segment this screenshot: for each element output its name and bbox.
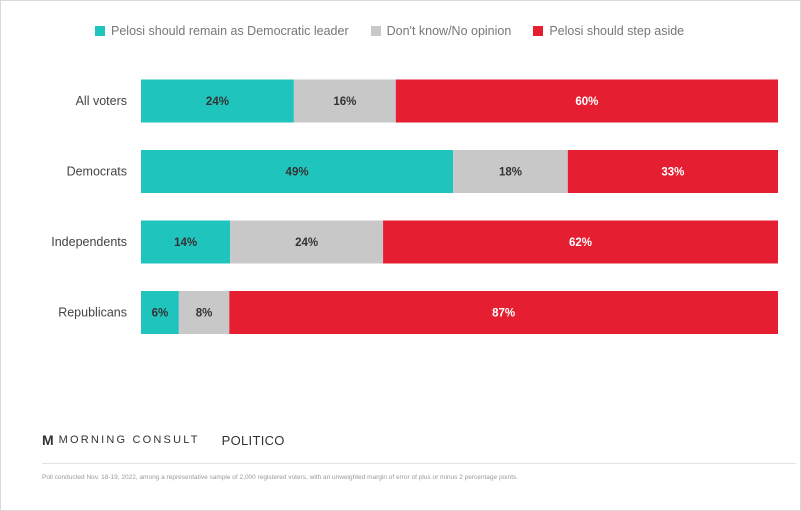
bar-value-label-independents-series-2: 62% [569, 237, 592, 249]
bar-value-label-republicans-series-1: 8% [196, 308, 213, 320]
bar-independents-series-2 [383, 220, 778, 264]
footer-divider [42, 463, 796, 464]
legend-swatch-no-opinion [370, 26, 381, 36]
bar-value-label-republicans-series-0: 6% [152, 308, 169, 320]
legend-item-no-opinion: Don't know/No opinion [370, 24, 512, 38]
legend-item-step-aside: Pelosi should step aside [533, 24, 684, 38]
legend-item-remain: Pelosi should remain as Democratic leade… [95, 24, 349, 38]
bar-independents-series-0 [141, 220, 231, 264]
category-label-independents: Independents [51, 235, 127, 249]
morning-consult-mark-icon: M [42, 432, 54, 448]
bar-value-label-republicans-series-2: 87% [492, 308, 515, 320]
bar-value-label-independents-series-1: 24% [295, 237, 318, 249]
bar-democrats-series-0 [141, 150, 454, 193]
category-label-all-voters: All voters [76, 94, 127, 108]
politico-logo: POLITICO [221, 432, 285, 448]
category-label-democrats: Democrats [67, 165, 127, 179]
morning-consult-logo: M MORNING CONSULT [42, 432, 200, 448]
bar-republicans-series-0 [141, 291, 179, 334]
bar-independents-series-1 [230, 220, 384, 264]
bar-all-voters-series-0 [141, 79, 294, 123]
bar-value-label-democrats-series-2: 33% [661, 167, 684, 179]
legend-label-step-aside: Pelosi should step aside [549, 24, 685, 38]
bar-value-label-democrats-series-0: 49% [286, 167, 309, 179]
bar-value-label-all-voters-series-0: 24% [206, 96, 229, 108]
morning-consult-wordmark: MORNING CONSULT [58, 434, 200, 446]
legend-swatch-step-aside [533, 26, 544, 36]
bar-all-voters-series-2 [395, 79, 778, 123]
legend-label-remain: Pelosi should remain as Democratic leade… [111, 24, 349, 38]
footnote: Poll conducted Nov. 18-19, 2022, among a… [42, 474, 519, 481]
bar-democrats-series-2 [567, 150, 778, 193]
legend-label-no-opinion: Don't know/No opinion [386, 24, 512, 38]
bar-value-label-independents-series-0: 14% [174, 237, 197, 249]
bar-value-label-all-voters-series-1: 16% [333, 96, 356, 108]
bar-democrats-series-1 [453, 150, 568, 193]
category-label-republicans: Republicans [58, 306, 127, 320]
bar-republicans-series-2 [229, 291, 779, 334]
bar-value-label-all-voters-series-2: 60% [575, 96, 598, 108]
chart-legend: Pelosi should remain as Democratic leade… [95, 24, 684, 38]
legend-swatch-remain [95, 26, 105, 36]
bar-republicans-series-1 [178, 291, 230, 334]
bar-all-voters-series-1 [293, 79, 396, 123]
bar-value-label-democrats-series-1: 18% [499, 167, 522, 179]
footer-logos: M MORNING CONSULT POLITICO [42, 432, 285, 448]
stacked-bar-chart: All voters 24% 16% 60% Democrats 49% 18% 33% Ind… [51, 79, 779, 334]
